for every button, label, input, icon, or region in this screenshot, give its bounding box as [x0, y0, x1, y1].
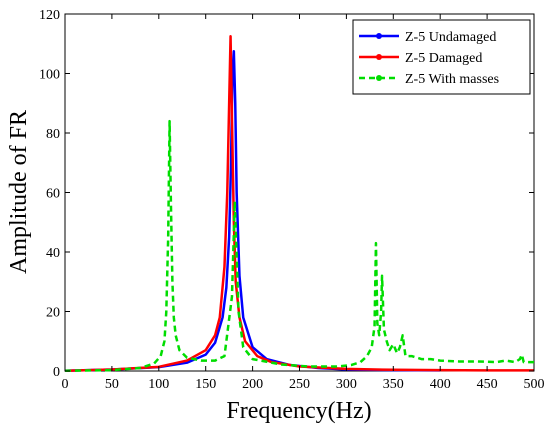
- x-axis-title: Frequency(Hz): [226, 398, 371, 424]
- legend-marker-3: [376, 75, 382, 81]
- legend-label-2: Z-5 Damaged: [405, 51, 482, 66]
- legend-label-1: Z-5 Undamaged: [405, 30, 496, 45]
- x-tick-label: 200: [242, 377, 263, 392]
- x-tick-label: 300: [336, 377, 357, 392]
- x-tick-label: 500: [524, 377, 545, 392]
- legend-marker-1: [376, 33, 382, 39]
- x-tick-label: 400: [430, 377, 451, 392]
- y-tick-label: 0: [53, 365, 60, 380]
- x-tick-label: 0: [62, 377, 69, 392]
- x-tick-label: 250: [289, 377, 310, 392]
- x-tick-label: 450: [477, 377, 498, 392]
- y-tick-label: 60: [46, 187, 60, 202]
- x-tick-label: 150: [195, 377, 216, 392]
- legend-label-3: Z-5 With masses: [405, 72, 499, 87]
- x-tick-label: 350: [383, 377, 404, 392]
- series-line-3: [64, 119, 534, 372]
- series-line-2: [64, 35, 534, 372]
- y-tick-label: 100: [39, 68, 60, 83]
- y-tick-label: 80: [46, 127, 60, 142]
- legend-marker-2: [376, 54, 382, 60]
- y-tick-label: 20: [46, 306, 60, 321]
- y-tick-label: 40: [46, 246, 60, 261]
- legend: Z-5 Undamaged Z-5 Damaged Z-5 With masses: [352, 19, 531, 95]
- x-tick-label: 100: [148, 377, 169, 392]
- y-axis-title: Amplitude of FR: [6, 110, 32, 274]
- axis-layer: 0 50 100 150 200 250 300 350 400 450 500 0 20 40 60 80 1…: [39, 8, 545, 392]
- x-tick-label: 50: [105, 377, 119, 392]
- y-tick-label: 120: [39, 8, 60, 23]
